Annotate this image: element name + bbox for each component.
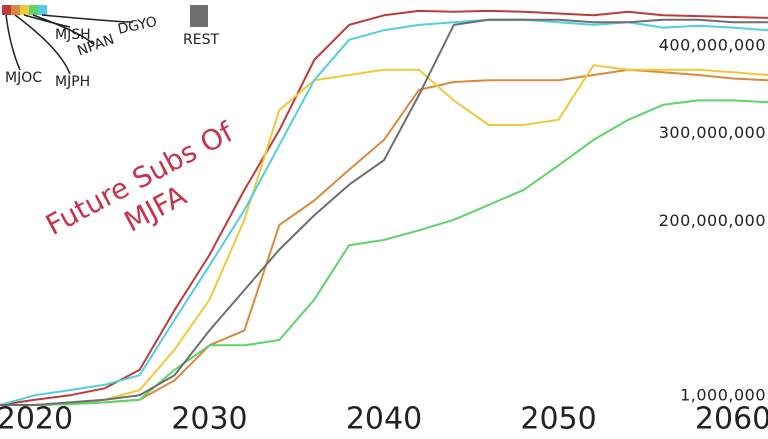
series-line	[0, 99, 768, 406]
legend-label: REST	[183, 32, 219, 48]
series-line	[0, 9, 768, 406]
x-tick-label: 2030	[171, 402, 247, 437]
legend-connector	[5, 14, 21, 71]
legend-swatch	[29, 5, 38, 15]
legend-connector	[14, 14, 71, 75]
x-tick-label: 2020	[0, 402, 73, 437]
y-tick-label: 300,000,000	[659, 123, 766, 142]
legend-connector	[32, 14, 94, 45]
legend-label: MJOC	[5, 70, 42, 86]
legend-swatch	[38, 5, 47, 15]
legend-label: MJPH	[55, 74, 90, 90]
legend-swatch	[11, 5, 20, 15]
legend-swatch	[2, 5, 11, 15]
x-tick-label: 2060	[695, 402, 768, 437]
legend-swatch	[20, 5, 29, 15]
x-tick-label: 2050	[520, 402, 596, 437]
y-tick-label: 200,000,000	[659, 211, 766, 230]
series-line	[0, 18, 768, 406]
series-line	[0, 68, 768, 406]
x-tick-label: 2040	[346, 402, 422, 437]
legend-swatch	[190, 5, 208, 27]
legend-label: DGYO	[116, 14, 158, 38]
y-tick-label: 400,000,000	[659, 35, 766, 54]
legend-connector	[41, 14, 134, 23]
series-line	[0, 18, 768, 406]
series-line	[0, 64, 768, 406]
legend-label: MJSH	[55, 27, 91, 43]
y-tick-label: 1,000,000	[680, 386, 766, 405]
